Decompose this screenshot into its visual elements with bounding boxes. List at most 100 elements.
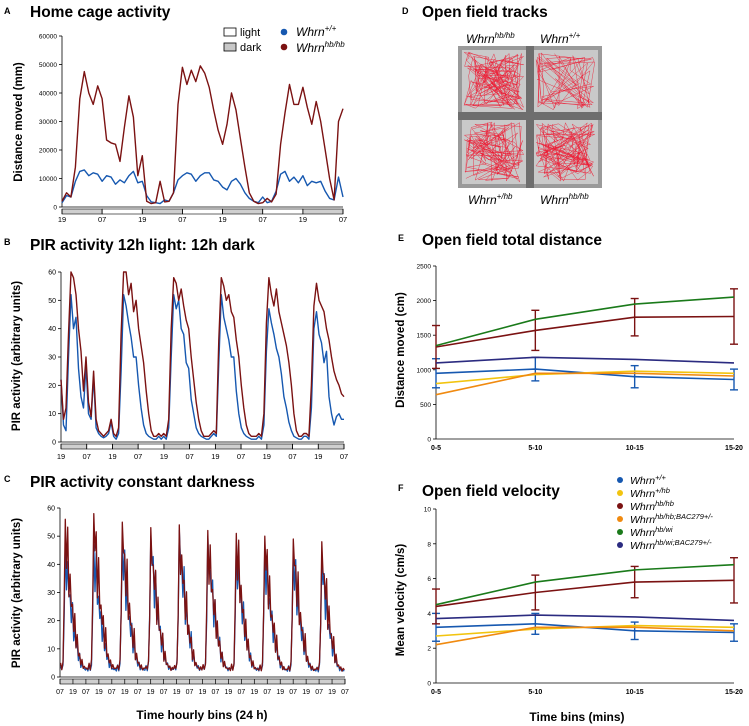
chart-b-xtick-label: 19 xyxy=(211,452,219,461)
legend-dark-label: dark xyxy=(240,42,262,54)
track-path-0 xyxy=(463,51,525,110)
chart-a-light-bar xyxy=(101,208,143,215)
track-path-2 xyxy=(463,121,525,183)
legend-f-dot-4 xyxy=(617,529,623,535)
chart-c-xtick-label: 07 xyxy=(108,689,116,696)
chart-c-xtick-label: 19 xyxy=(276,689,284,696)
chart-f-xtick-label: 0-5 xyxy=(431,689,441,696)
chart-a-dark-bar xyxy=(141,208,183,215)
legend-a: light dark Whrn+/+ Whrnhb/hb xyxy=(223,24,345,55)
chart-e-series-5 xyxy=(435,356,735,364)
chart-a: 0 10000 20000 30000 40000 50000 60000 19 07 19 07 1… xyxy=(39,34,347,225)
chart-f-ytick-label: 4 xyxy=(427,611,431,618)
panel-d-title: Open field tracks xyxy=(422,4,548,21)
chart-b-ytick-label: 40 xyxy=(48,326,56,333)
panel-letter-a: A xyxy=(4,6,11,16)
chart-a-xtick-label: 19 xyxy=(58,215,66,224)
chart-c-xtick-label: 07 xyxy=(186,689,194,696)
chart-e-ytick-label: 1000 xyxy=(417,367,432,374)
chart-e-xtick-label: 0-5 xyxy=(431,445,441,452)
chart-f: 0 2 4 6 8 10 0-5 5-10 10-15 15-20 xyxy=(424,507,743,697)
chart-b-xtick-label: 19 xyxy=(108,452,116,461)
chart-c-xtick-label: 19 xyxy=(250,689,258,696)
chart-e-xtick-label: 15-20 xyxy=(725,445,743,452)
chart-c-ytick-label: 50 xyxy=(47,534,55,541)
chart-e-ytick-label: 500 xyxy=(420,402,431,409)
chart-b-light-bar xyxy=(292,443,319,450)
chart-b-light-bar xyxy=(240,443,268,450)
chart-f-xlabel: Time bins (mins) xyxy=(529,710,624,724)
tile-label-2: Whrn+/+ xyxy=(540,31,581,46)
chart-b-light-bar xyxy=(189,443,216,450)
chart-a-ytick-label: 0 xyxy=(53,205,57,212)
chart-e-ytick-label: 2000 xyxy=(417,298,432,305)
chart-a-dark-bar xyxy=(61,208,103,215)
chart-b-ytick-label: 30 xyxy=(48,355,56,362)
track-path-1 xyxy=(535,52,596,111)
chart-b-dark-bar xyxy=(112,443,139,450)
chart-c-xtick-label: 19 xyxy=(95,689,103,696)
legend-dark-swatch xyxy=(223,42,237,52)
chart-c-ytick-label: 20 xyxy=(47,618,55,625)
chart-c-xtick-label: 19 xyxy=(225,689,233,696)
chart-c-xtick-label: 07 xyxy=(315,689,323,696)
chart-c-xtick-label: 19 xyxy=(199,689,207,696)
chart-c-xtick-label: 19 xyxy=(69,689,77,696)
chart-c-title: PIR activity constant darkness xyxy=(30,474,255,491)
chart-b-ytick-label: 60 xyxy=(48,270,56,277)
chart-b-dark-bar xyxy=(60,443,88,450)
mouse-tracks xyxy=(463,51,596,183)
chart-f-ytick-label: 2 xyxy=(427,646,431,653)
chart-b-ylabel: PIR activity (arbitrary units) xyxy=(11,281,23,431)
chart-b-dark-bar xyxy=(215,443,242,450)
chart-f-series-3 xyxy=(435,626,735,646)
chart-c: 0 10 20 30 40 50 60 07 19 07 19 07 19 07 19 07 19 07 19 07 1… xyxy=(47,506,349,697)
chart-b-dark-bar xyxy=(317,443,345,450)
chart-f-title: Open field velocity xyxy=(422,483,560,500)
chart-a-dark-bar xyxy=(222,208,264,215)
legend-f-label-2: Whrnhb/hb xyxy=(630,499,674,513)
legend-f-dot-1 xyxy=(617,490,623,496)
chart-a-ytick-label: 60000 xyxy=(39,34,57,41)
legend-light-label: light xyxy=(240,27,260,39)
chart-c-ytick-label: 10 xyxy=(47,646,55,653)
legend-f-label-3: Whrnhb/hb;BAC279+/- xyxy=(630,512,713,526)
chart-b-series-0 xyxy=(60,294,344,440)
chart-c-series-0 xyxy=(59,529,345,673)
chart-f-xtick-label: 5-10 xyxy=(528,689,542,696)
chart-b-light-bar xyxy=(137,443,165,450)
chart-c-xtick-label: 19 xyxy=(121,689,129,696)
chart-f-ytick-label: 10 xyxy=(424,507,432,514)
chart-b-xtick-label: 19 xyxy=(57,452,65,461)
chart-a-xtick-label: 19 xyxy=(138,215,146,224)
chart-a-light-bar xyxy=(262,208,304,215)
chart-b-xtick-label: 19 xyxy=(314,452,322,461)
chart-b-xtick-label: 19 xyxy=(263,452,271,461)
chart-a-xtick-label: 07 xyxy=(339,215,347,224)
chart-b: 0 10 20 30 40 50 60 19 07 19 07 19 07 19 07 19 07 19 07 xyxy=(48,270,348,462)
chart-c-xtick-label: 07 xyxy=(289,689,297,696)
chart-a-series-1 xyxy=(61,65,344,205)
legend-wt-dot xyxy=(280,28,288,36)
chart-e-ylabel: Distance moved (cm) xyxy=(395,292,407,408)
chart-c-xtick-label: 07 xyxy=(134,689,142,696)
legend-wt-label: Whrn+/+ xyxy=(296,24,337,39)
open-field-tracks-image xyxy=(458,46,602,188)
chart-a-ytick-label: 10000 xyxy=(39,176,57,183)
chart-e-xtick-label: 5-10 xyxy=(528,445,542,452)
chart-e-ytick-label: 0 xyxy=(427,437,431,444)
arena-divider-horizontal xyxy=(458,112,602,120)
chart-f-series-4 xyxy=(435,563,735,606)
chart-f-series-2 xyxy=(435,579,735,608)
chart-c-xtick-label: 07 xyxy=(56,689,64,696)
chart-a-ytick-label: 40000 xyxy=(39,91,57,98)
chart-b-dark-bar xyxy=(163,443,190,450)
chart-a-xtick-label: 07 xyxy=(98,215,106,224)
chart-a-xtick-label: 07 xyxy=(259,215,267,224)
chart-b-light-bar xyxy=(86,443,113,450)
legend-f-dot-2 xyxy=(617,503,623,509)
chart-c-xtick-label: 07 xyxy=(160,689,168,696)
chart-b-xtick-label: 07 xyxy=(185,452,193,461)
chart-c-series-1 xyxy=(59,512,345,672)
